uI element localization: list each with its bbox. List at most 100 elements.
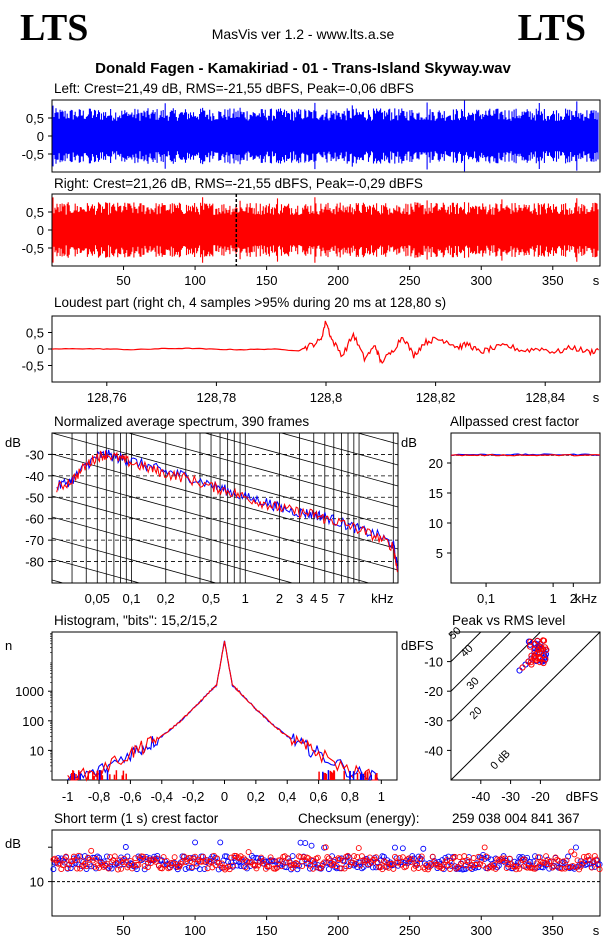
crest-point-left <box>502 859 509 866</box>
crest-point-right <box>547 858 554 865</box>
histogram-xtick-label: 1 <box>378 789 385 804</box>
crest-point-left <box>516 854 523 860</box>
crest-point-left <box>83 866 90 872</box>
spectrum-series-right <box>56 450 399 573</box>
crest-point-right <box>269 857 276 864</box>
histogram-xtick-label: -0,8 <box>88 789 110 804</box>
crest-point-left <box>404 860 411 867</box>
loudest-xtick-label: 128,84 <box>525 390 565 405</box>
spectrum-slope-line <box>52 453 398 550</box>
peakrms-diagonal <box>451 632 542 722</box>
crest-point-right <box>121 855 128 862</box>
crest-point-right <box>59 862 66 869</box>
crest-point-left <box>573 844 579 851</box>
crest-point-left <box>420 845 427 852</box>
peakrms-points <box>516 637 550 674</box>
crest-point-right <box>294 861 301 867</box>
spectrum-ytick-label: -70 <box>25 533 44 548</box>
crest-point-right <box>403 863 409 870</box>
left-wave-ytick-label: -0,5 <box>22 147 44 162</box>
crest-point-left <box>92 865 99 872</box>
loudest-xtick-label: 128,82 <box>416 390 456 405</box>
crest-point-left <box>182 866 189 873</box>
spectrum-ytick-label: -30 <box>25 447 44 462</box>
peakrms-point-right <box>539 637 547 644</box>
crest-point-left <box>108 865 115 872</box>
crest-point-left <box>248 852 255 859</box>
allpass-title: Allpassed crest factor <box>450 414 580 429</box>
spectrum-slope-line <box>52 622 398 717</box>
crest-points <box>50 839 603 873</box>
histogram-xtick-label: 0,2 <box>247 789 265 804</box>
histogram-title: Histogram, "bits": 15,2/15,2 <box>54 613 218 628</box>
crest-point-right <box>340 857 346 864</box>
crest-xtick-label: 300 <box>470 923 492 938</box>
crest-point-right <box>61 856 68 863</box>
loudest-xtick-label: 128,8 <box>310 390 343 405</box>
crest-point-right <box>596 866 603 873</box>
crest-point-right <box>550 863 557 870</box>
allpass-ytick-label: 10 <box>429 516 443 531</box>
spectrum-xtick-label: 0,1 <box>122 591 140 606</box>
crest-point-right <box>566 864 573 871</box>
crest-point-left <box>185 864 192 871</box>
crest-point-right <box>590 858 597 865</box>
crest-point-right <box>574 857 581 864</box>
allpass-xtick-label: 2 <box>570 591 577 606</box>
crest-point-left <box>395 862 402 869</box>
crest-point-right <box>354 854 361 861</box>
spectrum-ytick-label: -40 <box>25 469 44 484</box>
peakrms-diagonal <box>451 632 600 780</box>
crest-ytick-label: 10 <box>30 875 44 890</box>
crest-point-right <box>88 847 95 854</box>
crest-point-right <box>144 864 151 871</box>
spectrum-slope-line <box>52 328 398 423</box>
histogram-ytick-label: 100 <box>22 714 44 729</box>
crest-point-right <box>179 858 186 865</box>
crest-point-right <box>373 854 380 861</box>
crest-point-right <box>336 856 343 863</box>
crest-point-right <box>272 865 279 872</box>
crest-point-right <box>143 856 150 863</box>
crest-point-right <box>399 854 406 861</box>
crest-ylabel: dB <box>5 836 21 851</box>
loudest-title: Loudest part (right ch, 4 samples >95% d… <box>54 295 447 310</box>
crest-point-right <box>89 857 96 864</box>
crest-point-left <box>103 853 110 860</box>
lts-logo-left: LTS <box>20 7 89 49</box>
peakrms-point-right <box>536 658 543 666</box>
allpass-series-left <box>451 453 601 456</box>
crest-point-right <box>321 859 328 866</box>
spectrum-slope-line <box>126 433 398 508</box>
crest-point-right <box>480 862 487 869</box>
crest-point-right <box>72 857 79 863</box>
peakrms-diag-label: 30 <box>465 675 482 692</box>
crest-point-right <box>447 866 454 872</box>
crest-point-left <box>50 866 57 873</box>
crest-point-right <box>127 858 134 865</box>
crest-point-right <box>192 853 199 860</box>
histogram-xtick-label: -0,4 <box>151 789 173 804</box>
crest-point-left <box>448 863 455 870</box>
crest-point-left <box>308 842 315 849</box>
allpass-ytick-label: 5 <box>436 546 443 561</box>
histogram-xtick-label: 0,6 <box>310 789 328 804</box>
peakrms-point-right <box>534 649 541 656</box>
crest-xunit: s <box>593 923 600 938</box>
loudest-xunit: s <box>593 390 600 405</box>
left-wave-signal <box>52 100 599 172</box>
peakrms-ytick-label: -30 <box>424 714 443 729</box>
peakrms-ytick-label: -10 <box>424 655 443 670</box>
crest-point-right <box>319 861 326 868</box>
crest-point-right <box>406 855 413 862</box>
crest-point-right <box>344 852 351 859</box>
crest-xtick-label: 250 <box>399 923 421 938</box>
spectrum-ylabel: dB <box>5 435 21 450</box>
spectrum-xtick-label: 0,2 <box>157 591 175 606</box>
crest-point-right <box>289 864 296 871</box>
crest-point-right <box>226 866 233 873</box>
spectrum-xtick-label: 0,05 <box>85 591 110 606</box>
lts-logo-right: LTS <box>517 7 586 49</box>
crest-point-right <box>171 854 178 861</box>
crest-point-right <box>489 864 496 871</box>
